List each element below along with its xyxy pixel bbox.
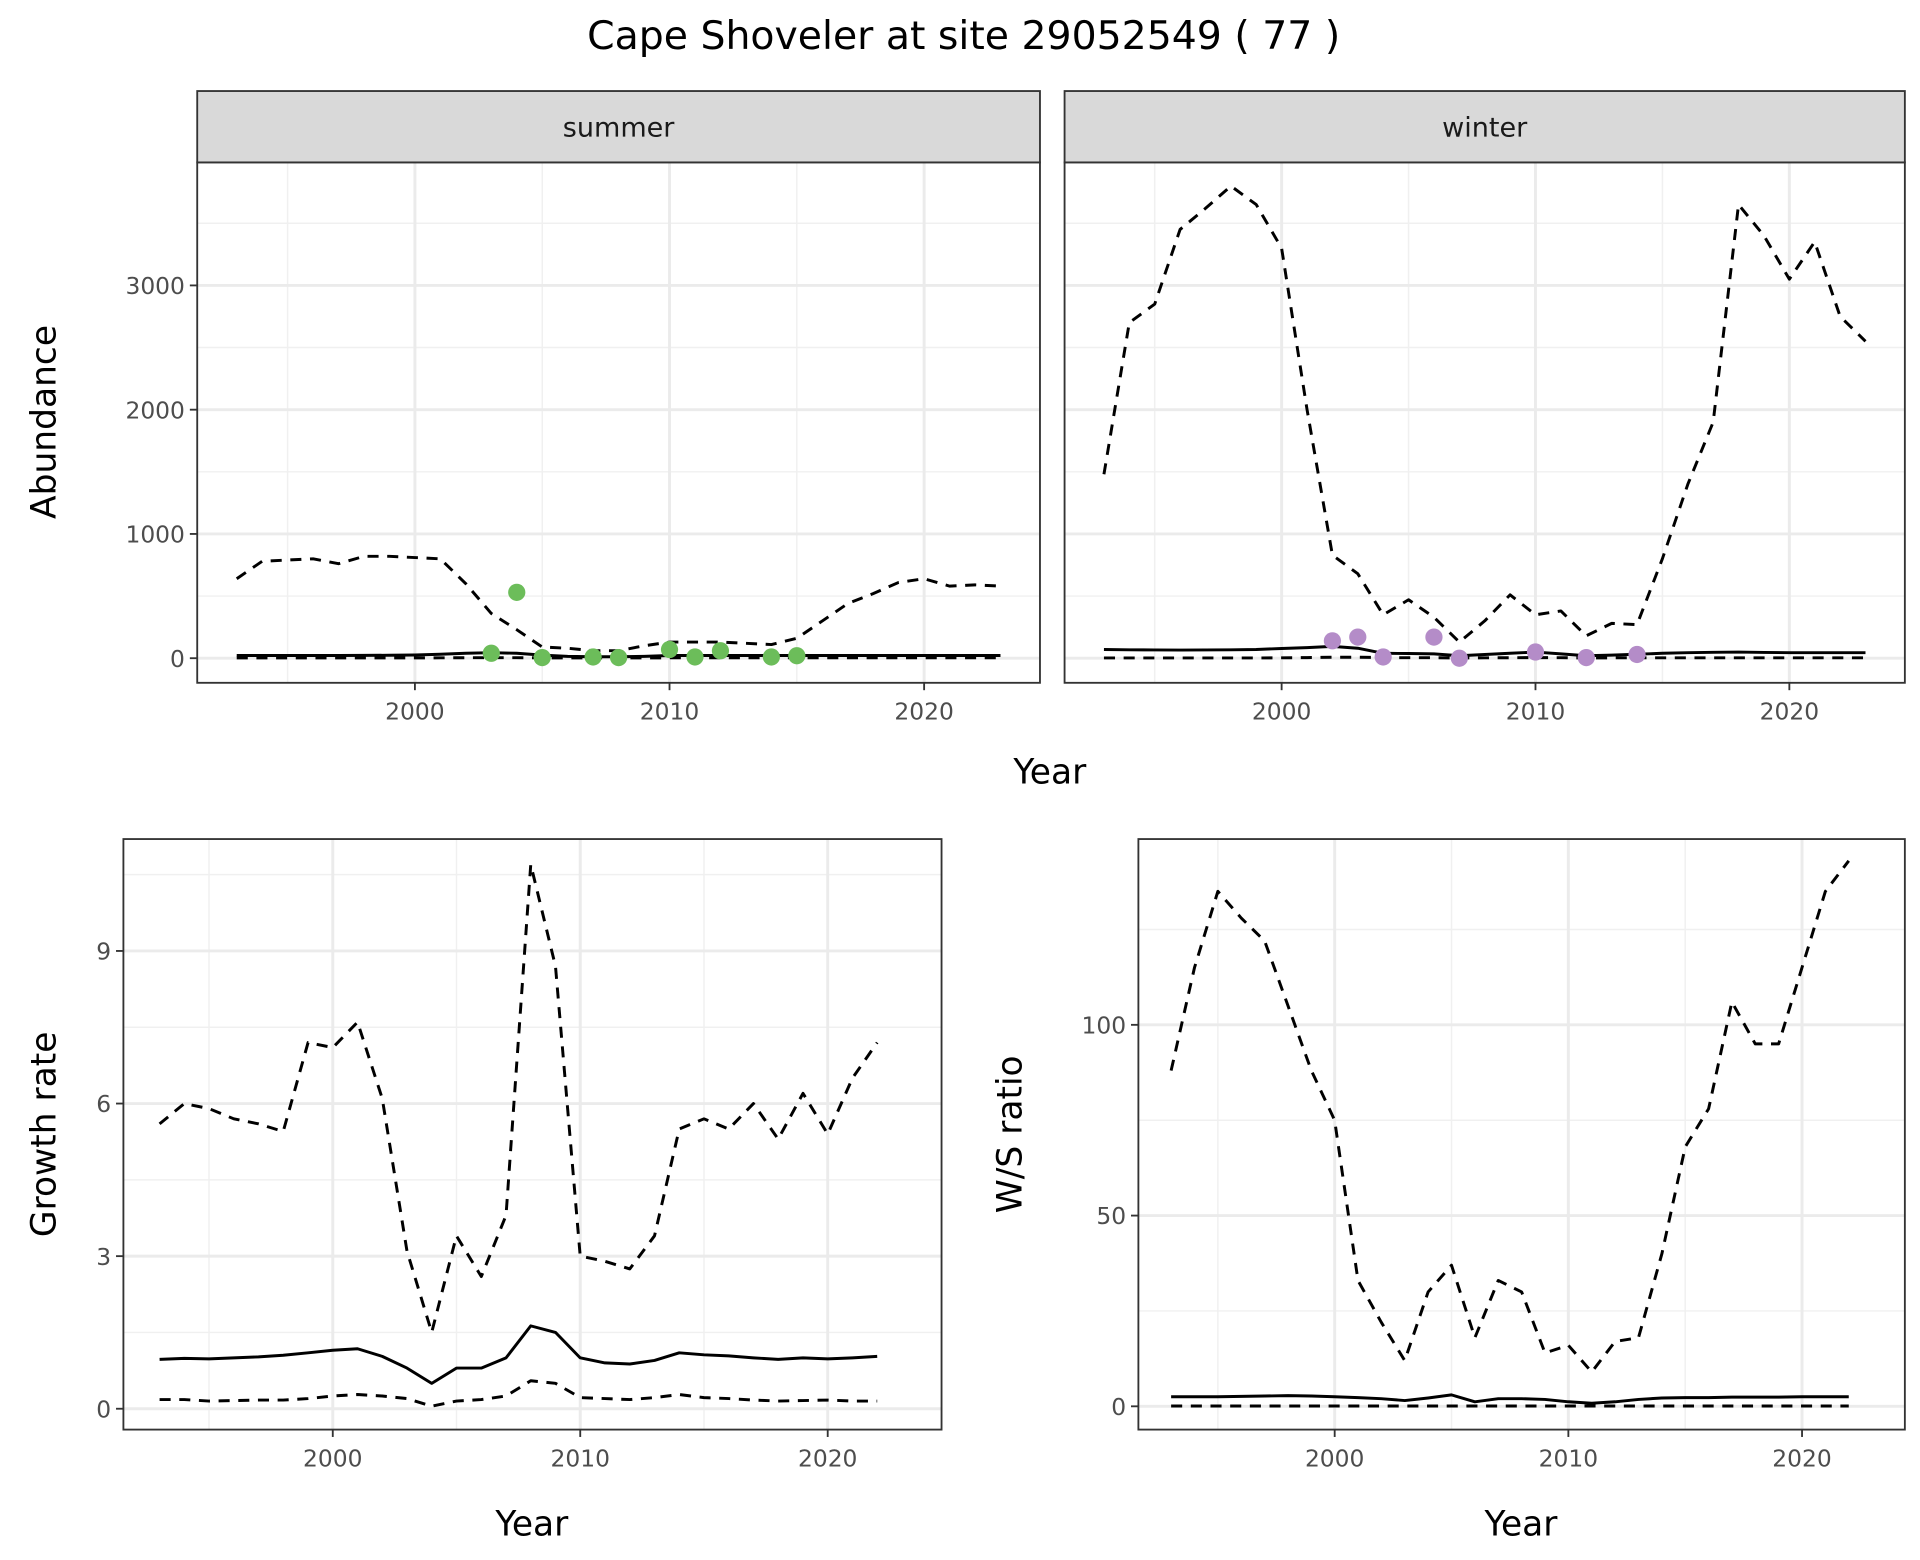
series-line-upper (1169, 859, 1850, 1374)
data-point (1374, 648, 1392, 666)
panel-border (1137, 838, 1906, 1431)
x-tick-label: 2020 (894, 698, 953, 726)
panel-winter: winter 2000 2010 2020 (1063, 90, 1906, 726)
series-line-lower (1103, 655, 1866, 660)
data-point (584, 648, 602, 666)
x-tick-label: 2020 (1760, 698, 1819, 726)
y-tick-label: 0 (170, 645, 185, 673)
x-tick-label: 2010 (1539, 1444, 1598, 1472)
data-point (508, 583, 526, 601)
series-line-estimate (1103, 644, 1866, 658)
data-point (1450, 649, 1468, 667)
series-line-lower (159, 1379, 878, 1408)
data-point (711, 642, 730, 660)
y-tick-label: 50 (1096, 1202, 1126, 1230)
x-tick-label: 2000 (303, 1444, 362, 1472)
facet-strip (196, 90, 1041, 164)
data-point (609, 648, 628, 667)
y-tick-label: 3 (96, 1243, 111, 1271)
panel-growth: 2000 2010 2020 0 3 6 9 Growth rate Year (25, 838, 943, 1544)
data-point (1628, 645, 1646, 664)
x-tick-label: 2000 (385, 698, 444, 726)
x-tick-label: 2000 (1252, 698, 1311, 726)
plot-background (1138, 839, 1905, 1430)
panel-border (122, 838, 943, 1431)
x-tick-label: 2020 (1772, 1444, 1831, 1472)
data-point (1349, 628, 1367, 646)
plot-background (123, 839, 942, 1430)
shared-x-axis-title: Year (1012, 753, 1087, 793)
data-point (1526, 643, 1545, 661)
x-tick-label: 2010 (551, 1444, 610, 1472)
y-tick-label: 1000 (125, 521, 184, 549)
y-tick-label: 6 (96, 1090, 111, 1118)
panel-ratio: 2000 2010 2020 0 50 100 W/S ratio Year (991, 838, 1906, 1544)
y-axis-title: Growth rate (25, 1032, 65, 1238)
x-tick-label: 2000 (1305, 1444, 1364, 1472)
plot-background (197, 162, 1040, 683)
data-point (762, 648, 780, 666)
y-axis-title: Abundance (25, 325, 65, 519)
y-tick-label: 0 (1111, 1393, 1126, 1421)
facet-strip (1063, 90, 1906, 164)
series-line-upper (1102, 184, 1867, 644)
x-tick-label: 2010 (1506, 698, 1565, 726)
y-tick-label: 100 (1081, 1011, 1126, 1039)
data-point (788, 647, 806, 665)
data-point (1425, 628, 1443, 646)
data-point (1577, 648, 1595, 667)
y-tick-label: 9 (96, 938, 111, 966)
data-point (482, 644, 500, 662)
series-line-estimate (1171, 1393, 1849, 1405)
series-line-estimate (159, 1324, 878, 1385)
x-axis-title: Year (1484, 1504, 1559, 1544)
x-tick-label: 2020 (798, 1444, 857, 1472)
y-tick-label: 2000 (125, 396, 184, 424)
x-tick-label: 2010 (640, 698, 699, 726)
data-point (533, 648, 551, 667)
y-tick-label: 3000 (125, 272, 184, 300)
data-point (1323, 632, 1342, 650)
chart-title: Cape Shoveler at site 29052549 ( 77 ) (587, 13, 1340, 59)
facet-strip-label: summer (563, 113, 676, 144)
panel-summer: summer 2000 2010 2020 0 1000 2000 3000 Abundance (25, 90, 1041, 726)
y-axis-title: W/S ratio (991, 1055, 1031, 1213)
data-point (660, 640, 679, 659)
y-tick-label: 0 (96, 1395, 111, 1423)
facet-strip-label: winter (1442, 113, 1528, 144)
data-point (686, 648, 704, 666)
plot-background (1064, 162, 1905, 683)
x-axis-title: Year (494, 1504, 569, 1544)
